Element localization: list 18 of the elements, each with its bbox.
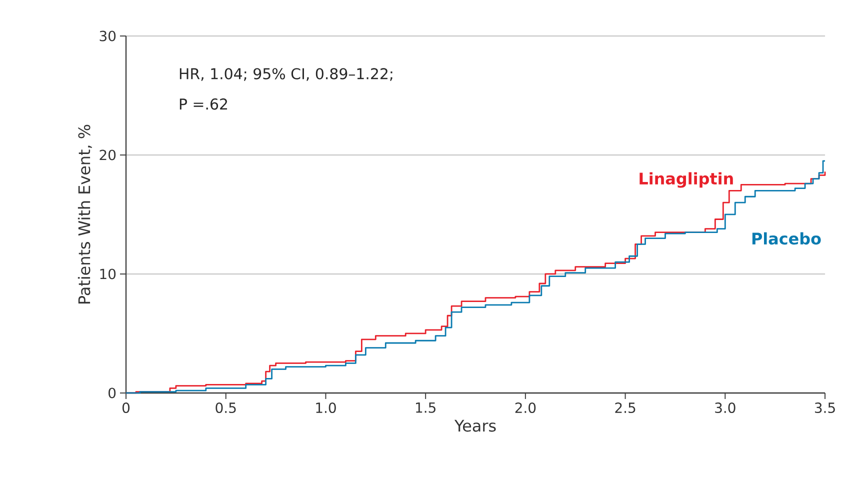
series-label: Linagliptin xyxy=(640,172,733,188)
x-tick-label: 3.5 xyxy=(814,402,835,414)
x-tick-label: 1.5 xyxy=(416,402,436,413)
x-axis-title: Years xyxy=(454,420,496,432)
annotation: P =.62 xyxy=(180,98,228,110)
y-axis-title: Patients With Event, % xyxy=(78,124,92,304)
y-tick-label: 10 xyxy=(100,268,116,280)
y-tick-label: 30 xyxy=(100,30,116,42)
x-tick-label: 2.5 xyxy=(615,402,636,414)
annotation: HR, 1.04; 95% CI, 0.89–1.22; xyxy=(180,68,392,81)
x-tick-label: 0.5 xyxy=(216,402,236,414)
x-tick-label: 0 xyxy=(122,402,130,414)
x-tick-label: 1.0 xyxy=(316,402,336,414)
y-tick-label: 20 xyxy=(100,150,116,160)
x-tick-label: 2.0 xyxy=(515,402,536,414)
series-label: Placebo xyxy=(752,232,821,245)
x-tick-label: 3.0 xyxy=(715,402,736,414)
y-tick-label: 0 xyxy=(108,388,116,398)
